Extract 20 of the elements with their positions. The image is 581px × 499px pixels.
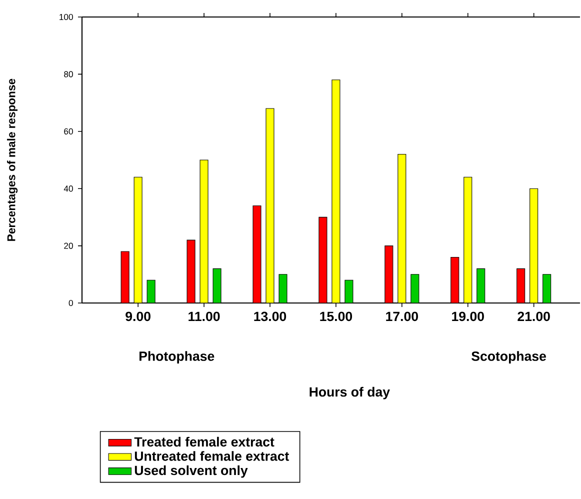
y-tick-label: 60 [64,128,73,134]
x-axis-title: Hours of day [310,386,390,400]
x-tick-label: 11.00 [188,312,220,322]
text: Photophase [140,351,214,364]
legend-label: Treated female extract [134,436,274,447]
x-tick-label: 19.00 [452,312,484,322]
y-tick-label: 0 [68,300,73,306]
legend-label: Used solvent only [134,465,248,478]
x-tick-label: 17.00 [386,312,418,322]
y-axis-title: Percentages of male response [6,78,18,241]
legend-label: Untreated female extract [134,451,290,461]
y-tick-label: 40 [64,186,73,192]
y-tick-label: 80 [64,71,73,78]
x-tick-label: 9.00 [126,312,150,322]
x-tick-label: 15.00 [320,312,352,322]
x-tick-label: 13.00 [254,312,286,322]
x-tick-label: 21.00 [518,312,550,322]
y-tick-label: 20 [64,242,73,249]
y-tick-label: 100 [60,14,73,20]
text: Scotophase [472,351,546,364]
